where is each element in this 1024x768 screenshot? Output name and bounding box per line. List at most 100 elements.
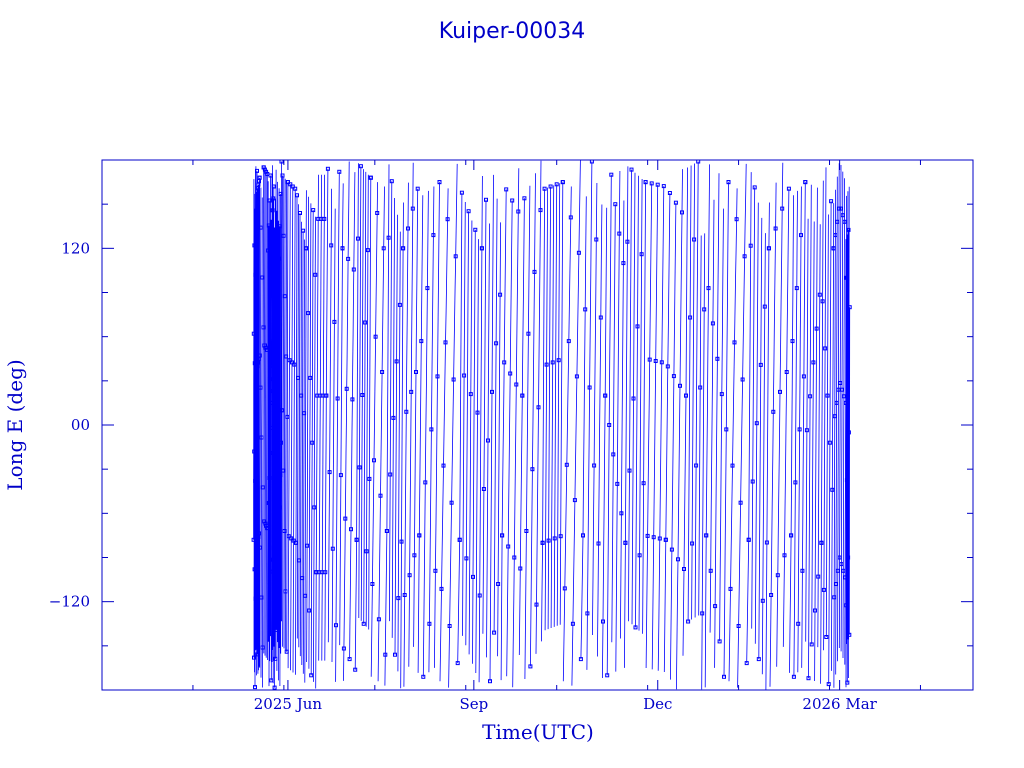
data-point xyxy=(437,180,442,185)
data-point xyxy=(724,427,729,432)
data-point xyxy=(477,593,482,598)
data-point xyxy=(253,685,257,690)
data-point xyxy=(273,656,278,661)
data-point xyxy=(643,180,648,185)
plot-frame xyxy=(101,159,974,691)
data-point xyxy=(360,393,365,397)
data-point xyxy=(285,414,290,419)
data-point xyxy=(834,582,838,586)
y-tick-label: −120 xyxy=(49,593,90,611)
data-point xyxy=(738,500,743,505)
data-point xyxy=(498,292,503,297)
data-point xyxy=(388,472,393,477)
data-point xyxy=(835,219,840,224)
data-point xyxy=(581,533,585,538)
data-point xyxy=(254,550,258,555)
data-point xyxy=(300,576,305,581)
data-point xyxy=(645,533,650,538)
data-point xyxy=(297,558,301,563)
data-point xyxy=(393,652,397,657)
data-point xyxy=(277,505,282,510)
data-point xyxy=(791,674,796,679)
data-point xyxy=(406,226,410,231)
data-point xyxy=(277,256,281,261)
data-point xyxy=(327,470,332,475)
data-point xyxy=(833,233,838,238)
data-point xyxy=(719,392,724,397)
data-point xyxy=(594,237,599,242)
data-point xyxy=(261,325,266,330)
data-point xyxy=(769,593,774,597)
data-point xyxy=(361,621,366,626)
data-point xyxy=(367,476,372,481)
data-point xyxy=(548,184,553,189)
data-point xyxy=(285,180,290,185)
data-point xyxy=(728,586,733,591)
data-point xyxy=(257,531,262,536)
data-point xyxy=(427,621,432,626)
data-point xyxy=(773,226,778,231)
data-point xyxy=(715,356,720,361)
data-point xyxy=(832,595,837,600)
data-point xyxy=(260,485,265,490)
data-point xyxy=(784,370,789,374)
data-point xyxy=(375,211,380,215)
data-point xyxy=(809,642,814,647)
data-point xyxy=(841,568,846,573)
data-point xyxy=(354,537,359,542)
data-point xyxy=(692,237,697,242)
data-point xyxy=(540,540,545,545)
data-point xyxy=(841,394,846,399)
data-point xyxy=(252,243,257,248)
data-point xyxy=(740,377,745,382)
data-point xyxy=(258,225,263,230)
data-point xyxy=(649,181,654,186)
chart-title: Kuiper-00034 xyxy=(439,19,585,44)
data-point xyxy=(682,567,686,571)
data-point xyxy=(605,673,610,678)
data-point xyxy=(813,608,817,613)
data-point xyxy=(276,537,281,542)
data-point xyxy=(257,175,262,180)
x-tick-label: 2025 Jun xyxy=(254,695,323,713)
data-point xyxy=(433,568,438,573)
data-point xyxy=(330,546,335,551)
data-point xyxy=(661,184,666,189)
data-point xyxy=(399,539,404,544)
data-point xyxy=(558,534,563,539)
data-point xyxy=(704,533,709,538)
data-point xyxy=(473,227,478,232)
data-point xyxy=(820,299,825,304)
data-point xyxy=(764,540,769,545)
x-tick-label: 2026 Mar xyxy=(802,695,877,713)
data-point xyxy=(266,223,271,228)
data-point xyxy=(546,538,551,543)
data-point xyxy=(295,193,299,198)
data-point xyxy=(839,562,844,567)
data-point xyxy=(806,676,811,681)
data-point xyxy=(717,639,722,644)
data-point xyxy=(840,387,844,392)
data-point xyxy=(526,331,531,336)
data-point xyxy=(254,457,259,462)
data-point xyxy=(254,261,259,266)
data-point xyxy=(603,393,608,398)
data-point xyxy=(335,396,340,401)
data-point xyxy=(698,385,703,390)
data-point xyxy=(329,243,334,248)
data-point xyxy=(298,211,302,215)
data-point xyxy=(844,275,849,280)
data-point xyxy=(676,557,680,562)
data-point xyxy=(615,481,620,486)
data-point xyxy=(445,217,450,222)
data-point xyxy=(771,409,776,414)
data-point xyxy=(417,533,422,538)
data-point xyxy=(305,543,310,548)
data-point xyxy=(279,440,284,445)
data-point xyxy=(264,347,269,352)
data-point xyxy=(255,652,260,657)
data-point xyxy=(596,541,601,546)
data-point xyxy=(253,596,258,601)
data-point xyxy=(686,619,691,624)
data-point xyxy=(702,307,707,312)
